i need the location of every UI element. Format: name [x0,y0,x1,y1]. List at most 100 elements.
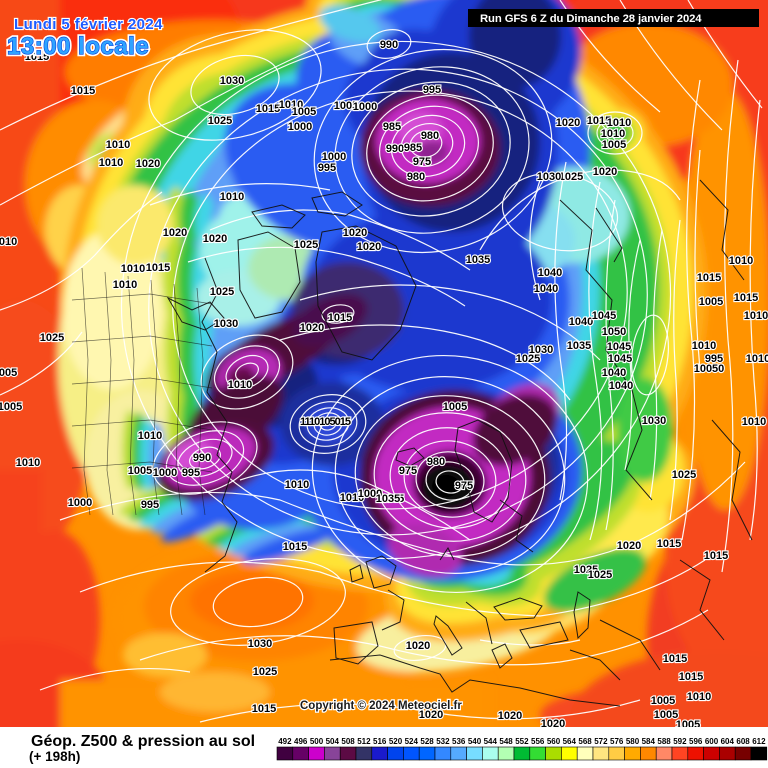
svg-text:512: 512 [357,737,371,746]
svg-text:1010: 1010 [228,379,252,391]
svg-text:500: 500 [310,737,324,746]
svg-text:1040: 1040 [569,316,593,328]
svg-text:Lundi 5 février 2024: Lundi 5 février 2024 [14,16,163,33]
svg-text:1020: 1020 [617,540,641,552]
svg-text:995: 995 [141,499,159,511]
svg-text:1015: 1015 [25,51,49,63]
svg-text:576: 576 [610,737,624,746]
svg-text:1020: 1020 [498,710,522,722]
svg-text:1025: 1025 [210,286,234,298]
svg-text:1020: 1020 [593,166,617,178]
svg-text:1010: 1010 [16,457,40,469]
svg-text:528: 528 [420,737,434,746]
svg-text:588: 588 [657,737,671,746]
svg-text:492: 492 [278,737,292,746]
svg-text:1020: 1020 [419,709,443,721]
svg-text:1040: 1040 [534,283,558,295]
svg-text:1000: 1000 [353,101,377,113]
svg-text:980: 980 [407,171,425,183]
svg-text:975: 975 [413,156,431,168]
svg-text:975: 975 [455,480,473,492]
svg-text:1050: 1050 [602,326,626,338]
svg-text:1005: 1005 [654,709,678,721]
svg-text:1000: 1000 [288,121,312,133]
svg-text:520: 520 [389,737,403,746]
svg-text:596: 596 [689,737,703,746]
svg-text:1010: 1010 [692,340,716,352]
svg-text:1010: 1010 [744,310,768,322]
svg-text:1005: 1005 [651,695,675,707]
svg-text:1035: 1035 [380,493,404,505]
svg-text:1010: 1010 [0,236,17,248]
svg-text:580: 580 [626,737,640,746]
svg-text:975: 975 [399,465,417,477]
svg-text:1045: 1045 [608,353,632,365]
svg-text:1005: 1005 [0,401,22,413]
svg-text:13:00 locale: 13:00 locale [7,33,149,60]
svg-text:1025: 1025 [208,115,232,127]
svg-text:1025: 1025 [672,469,696,481]
svg-text:1020: 1020 [406,640,430,652]
svg-text:1025: 1025 [559,171,583,183]
svg-text:(+ 198h): (+ 198h) [29,749,80,764]
svg-text:1020: 1020 [203,233,227,245]
svg-text:1025: 1025 [294,239,318,251]
svg-text:Run GFS 6 Z du Dimanche 28 jan: Run GFS 6 Z du Dimanche 28 janvier 2024 [480,13,702,25]
svg-text:1035: 1035 [376,493,400,505]
svg-text:1005: 1005 [443,401,467,413]
svg-text:612: 612 [752,737,766,746]
svg-text:1000: 1000 [68,497,92,509]
svg-text:556: 556 [531,737,545,746]
svg-text:608: 608 [736,737,750,746]
svg-text:990: 990 [386,143,404,155]
svg-text:1045: 1045 [607,341,631,353]
svg-text:544: 544 [484,737,498,746]
svg-text:10050: 10050 [694,363,725,375]
svg-text:1025: 1025 [588,569,612,581]
svg-text:1010: 1010 [746,353,768,365]
svg-text:1015: 1015 [657,538,681,550]
svg-text:572: 572 [594,737,608,746]
svg-text:1010: 1010 [113,279,137,291]
svg-text:524: 524 [405,737,419,746]
svg-text:1010: 1010 [285,479,309,491]
svg-text:1010: 1010 [220,191,244,203]
svg-text:1110105015: 1110105015 [300,416,351,428]
svg-text:985: 985 [404,142,422,154]
svg-text:1025: 1025 [574,564,598,576]
svg-text:1015: 1015 [704,550,728,562]
svg-text:1015: 1015 [697,272,721,284]
svg-text:536: 536 [452,737,466,746]
svg-text:1040: 1040 [538,267,562,279]
svg-text:532: 532 [436,737,450,746]
svg-text:995: 995 [423,84,441,96]
svg-text:1010: 1010 [99,157,123,169]
svg-text:1005: 1005 [292,106,316,118]
svg-text:Copyright © 2024 Meteociel.fr: Copyright © 2024 Meteociel.fr [300,700,462,712]
svg-text:995: 995 [705,353,723,365]
svg-text:1010: 1010 [607,117,631,129]
svg-text:1010: 1010 [106,139,130,151]
svg-text:1020: 1020 [300,322,324,334]
svg-text:1025: 1025 [40,332,64,344]
svg-text:1015: 1015 [587,115,611,127]
svg-text:1025: 1025 [516,353,540,365]
svg-text:504: 504 [326,737,340,746]
svg-text:1020: 1020 [541,718,565,730]
svg-text:1000: 1000 [322,151,346,163]
svg-text:1030: 1030 [220,75,244,87]
svg-text:1040: 1040 [602,367,626,379]
svg-text:1040: 1040 [609,380,633,392]
svg-text:600: 600 [705,737,719,746]
svg-text:1010: 1010 [279,99,303,111]
svg-text:1005: 1005 [0,367,17,379]
svg-text:1005: 1005 [699,296,723,308]
svg-text:1010: 1010 [138,430,162,442]
svg-text:1015: 1015 [71,85,95,97]
svg-text:1030: 1030 [529,344,553,356]
svg-text:1030: 1030 [214,318,238,330]
svg-text:1000: 1000 [153,467,177,479]
svg-text:Géop. Z500 & pression au sol: Géop. Z500 & pression au sol [31,733,255,750]
svg-text:1015: 1015 [663,653,687,665]
svg-text:1010: 1010 [729,255,753,267]
